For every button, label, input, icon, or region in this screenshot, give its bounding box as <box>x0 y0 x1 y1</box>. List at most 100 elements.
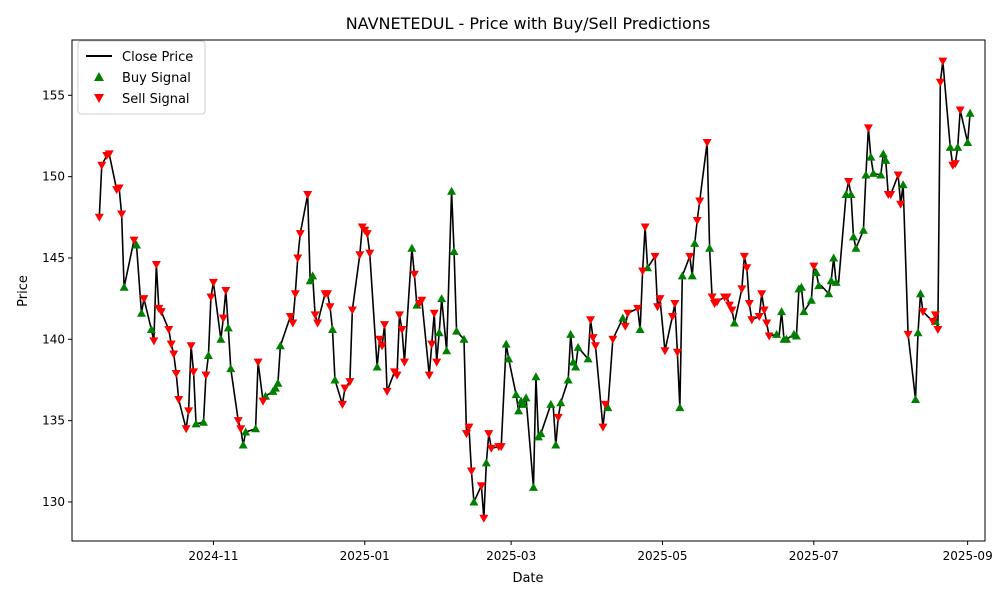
buy-signal-point <box>965 108 975 117</box>
buy-signal-point <box>146 325 156 334</box>
buy-signal-point <box>782 334 792 343</box>
buy-signal-point <box>687 271 697 280</box>
buy-signal-point <box>878 149 888 158</box>
buy-signal-point <box>275 341 285 350</box>
sell-signal-point <box>397 326 407 335</box>
sell-signal-point <box>886 191 896 200</box>
sell-signal-point <box>104 150 114 159</box>
sell-signal-point <box>189 368 199 377</box>
sell-signal-point <box>744 300 754 309</box>
sell-signal-point <box>486 444 496 453</box>
sell-signal-point <box>347 306 357 315</box>
buy-signal-point <box>501 339 511 348</box>
buy-signal-point <box>772 329 782 338</box>
buy-signal-point <box>449 246 459 255</box>
buy-signal-point <box>136 308 146 317</box>
sell-signal-point <box>707 293 717 302</box>
sell-signal-point <box>667 313 677 322</box>
buy-signal-point <box>132 240 142 249</box>
sell-signal-point <box>409 270 419 279</box>
axis-ticks: 2024-11 2025-01 2025-03 2025-05 2025-07 2025-… <box>42 88 993 563</box>
buy-signal-point <box>198 417 208 426</box>
sell-signal-point <box>129 236 139 245</box>
buy-signal-point <box>898 180 908 189</box>
sell-signal-point <box>345 378 355 387</box>
buy-signal-point <box>705 243 715 252</box>
buy-signal-point <box>191 419 201 428</box>
buy-signal-point <box>442 346 452 355</box>
buy-signal-point <box>858 225 868 234</box>
y-tick-label: 130 <box>42 495 65 509</box>
y-tick-label: 140 <box>42 332 65 346</box>
buy-signal-point <box>675 403 685 412</box>
sell-signal-point <box>417 296 427 305</box>
sell-signal-point <box>660 347 670 356</box>
x-tick-label: 2025-05 <box>637 549 687 563</box>
sell-signal-point <box>896 200 906 209</box>
legend-box <box>77 40 206 115</box>
sell-signal-point <box>429 309 439 318</box>
sell-signal-point <box>739 252 749 261</box>
sell-signal-point <box>757 290 767 299</box>
buy-signal-point <box>459 334 469 343</box>
sell-signal-point <box>117 210 127 219</box>
sell-signal-point <box>313 319 323 328</box>
x-tick-label: 2025-01 <box>340 549 390 563</box>
x-axis-label: Date <box>512 571 543 586</box>
sell-signal-point <box>638 267 648 276</box>
buy-signal-point <box>308 271 318 280</box>
buy-signal-point <box>469 497 479 506</box>
buy-signal-point <box>814 281 824 290</box>
buy-signal-point <box>876 170 886 179</box>
buy-signal-point <box>677 271 687 280</box>
x-tick-label: 2025-07 <box>789 549 839 563</box>
sell-signal-point <box>633 304 643 313</box>
sell-signal-point <box>598 423 608 432</box>
buy-signal-point <box>119 282 129 291</box>
legend: Close Price Buy Signal Sell Signal <box>77 40 206 115</box>
sell-signal-point <box>464 423 474 432</box>
buy-signal-point <box>270 383 280 392</box>
buy-signal-point <box>824 289 834 298</box>
sell-signal-point <box>114 184 124 193</box>
sell-signal-point <box>727 306 737 315</box>
sell-signal-point <box>149 337 159 346</box>
buy-signal-point <box>216 334 226 343</box>
sell-signal-point <box>742 264 752 273</box>
sell-signal-point <box>476 482 486 491</box>
buy-signal-point <box>777 307 787 316</box>
buy-signal-point <box>831 277 841 286</box>
sell-signal-point <box>930 311 940 320</box>
buy-signal-point <box>511 390 521 399</box>
sell-signal-point <box>809 262 819 271</box>
buy-signal-point <box>305 276 315 285</box>
sell-signal-point <box>382 387 392 396</box>
sell-signal-point <box>340 384 350 393</box>
buy-signal-point <box>531 372 541 381</box>
buy-signal-point <box>635 325 645 334</box>
sell-signal-point <box>496 443 506 452</box>
sell-signal-point <box>938 57 948 66</box>
sell-signal-point <box>844 178 854 187</box>
sell-signal-point <box>258 397 268 406</box>
sell-signal-point <box>399 358 409 367</box>
sell-signal-point <box>303 191 313 200</box>
buy-signal-point <box>251 424 261 433</box>
x-tick-label: 2025-03 <box>486 549 536 563</box>
buy-signal-point <box>504 354 514 363</box>
legend-sell-signal-label: Sell Signal <box>122 92 190 107</box>
buy-signal-point <box>437 294 447 303</box>
sell-signal-point <box>392 371 402 380</box>
sell-signal-point <box>323 290 333 299</box>
sell-signal-point <box>918 308 928 317</box>
buy-signal-point <box>536 429 546 438</box>
sell-signal-point <box>94 213 104 222</box>
legend-buy-signal-label: Buy Signal <box>122 71 191 86</box>
sell-signal-point <box>933 326 943 335</box>
sell-signal-point <box>186 342 196 351</box>
sell-signal-point <box>722 293 732 302</box>
sell-signal-point <box>588 334 598 343</box>
chart-title: NAVNETEDUL - Price with Buy/Sell Predict… <box>346 14 711 33</box>
buy-signal-point <box>881 155 891 164</box>
